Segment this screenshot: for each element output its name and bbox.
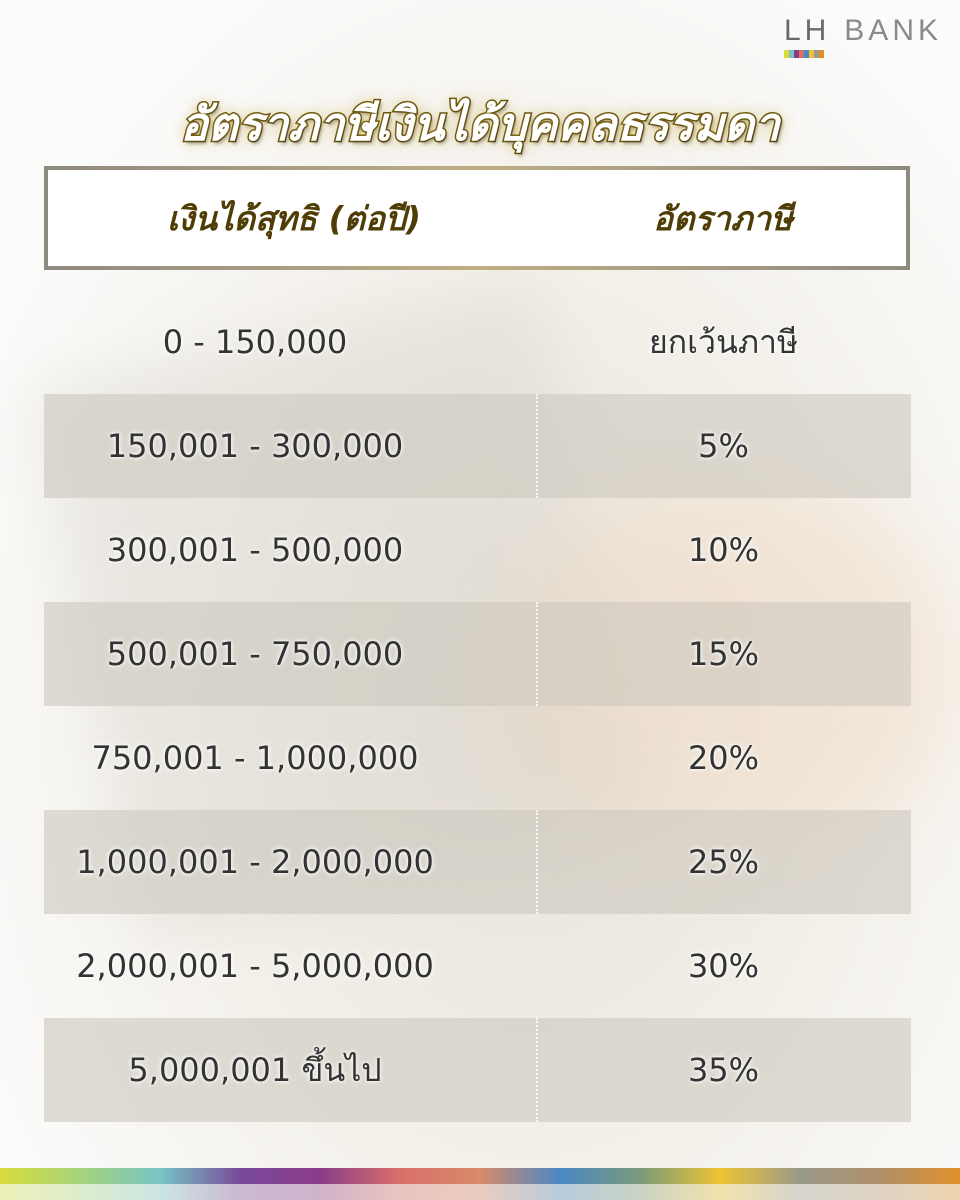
income-range: 300,001 - 500,000 xyxy=(106,531,404,569)
table-row: 150,001 - 300,000 5% xyxy=(44,394,911,498)
tax-rate: 30% xyxy=(687,947,760,985)
table-row: 750,001 - 1,000,000 20% xyxy=(44,706,911,810)
income-range: 750,001 - 1,000,000 xyxy=(91,739,419,777)
table-row: 2,000,001 - 5,000,000 30% xyxy=(44,914,911,1018)
income-range: 2,000,001 - 5,000,000 xyxy=(76,947,434,985)
logo-color-block xyxy=(808,50,814,58)
income-range: 0 - 150,000 xyxy=(162,323,348,361)
tax-table: 0 - 150,000 ยกเว้นภาษี 150,001 - 300,000 5… xyxy=(44,290,911,1122)
tax-rate: 35% xyxy=(687,1051,760,1089)
table-row: 5,000,001 ขึ้นไป 35% xyxy=(44,1018,911,1122)
logo-color-block xyxy=(788,50,794,58)
header-net-income: เงินได้สุทธิ (ต่อปี) xyxy=(167,198,421,238)
income-range: 1,000,001 - 2,000,000 xyxy=(76,843,434,881)
income-range: 500,001 - 750,000 xyxy=(106,635,404,673)
table-row: 500,001 - 750,000 15% xyxy=(44,602,911,706)
rainbow-glow xyxy=(0,1184,960,1200)
logo-color-block xyxy=(803,50,809,58)
tax-rate: 5% xyxy=(698,427,749,465)
logo-color-block xyxy=(793,50,799,58)
logo-color-block xyxy=(798,50,804,58)
lh-bank-logo: LH BANK xyxy=(783,14,942,58)
tax-rate: 15% xyxy=(687,635,760,673)
logo-color-block xyxy=(818,50,824,58)
table-header: เงินได้สุทธิ (ต่อปี) อัตราภาษี xyxy=(44,166,910,270)
header-tax-rate: อัตราภาษี xyxy=(653,198,793,238)
tax-rate: 20% xyxy=(687,739,760,777)
logo-color-block xyxy=(813,50,819,58)
logo-lh: LH xyxy=(783,14,831,47)
income-range: 5,000,001 ขึ้นไป xyxy=(128,1050,382,1089)
tax-rate: 10% xyxy=(687,531,760,569)
logo-color-bar xyxy=(783,50,942,58)
table-row: 1,000,001 - 2,000,000 25% xyxy=(44,810,911,914)
tax-rate: ยกเว้นภาษี xyxy=(648,322,799,361)
table-row: 300,001 - 500,000 10% xyxy=(44,498,911,602)
rainbow-stripe xyxy=(0,1168,960,1184)
income-range: 150,001 - 300,000 xyxy=(106,427,404,465)
table-row: 0 - 150,000 ยกเว้นภาษี xyxy=(44,290,911,394)
logo-color-block xyxy=(783,50,789,58)
page-title: อัตราภาษีเงินได้บุคคลธรรมดา xyxy=(179,96,782,153)
tax-rate: 25% xyxy=(687,843,760,881)
logo-bank: BANK xyxy=(844,14,942,47)
